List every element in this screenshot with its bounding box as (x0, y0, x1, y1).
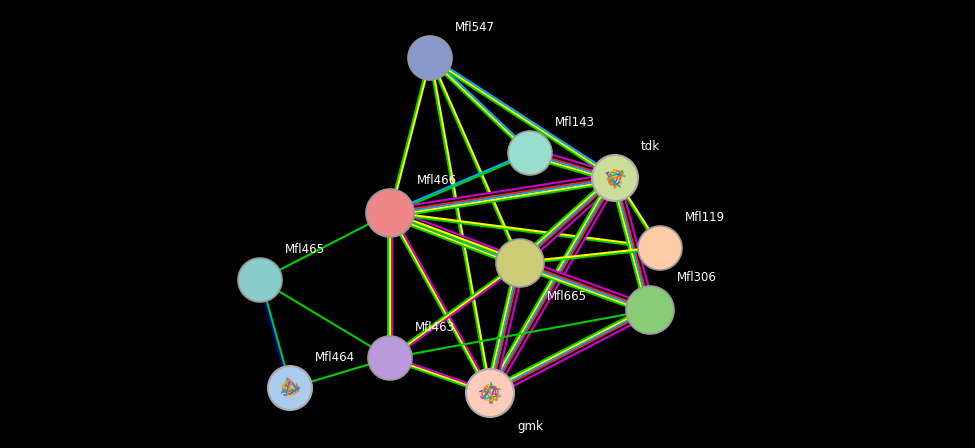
Circle shape (638, 226, 682, 270)
Text: Mfl665: Mfl665 (547, 290, 587, 303)
Text: Mfl464: Mfl464 (315, 351, 355, 364)
Circle shape (366, 189, 414, 237)
Circle shape (408, 36, 452, 80)
Circle shape (626, 286, 674, 334)
Circle shape (238, 258, 282, 302)
Circle shape (368, 336, 412, 380)
Circle shape (592, 155, 638, 201)
Text: gmk: gmk (517, 420, 543, 433)
Circle shape (508, 131, 552, 175)
Circle shape (268, 366, 312, 410)
Circle shape (496, 239, 544, 287)
Text: Mfl143: Mfl143 (555, 116, 595, 129)
Text: Mfl466: Mfl466 (417, 174, 457, 187)
Text: Mfl119: Mfl119 (685, 211, 725, 224)
Text: Mfl306: Mfl306 (677, 271, 717, 284)
Text: Mfl463: Mfl463 (415, 321, 455, 334)
Text: Mfl465: Mfl465 (285, 243, 325, 256)
Circle shape (466, 369, 514, 417)
Text: Mfl547: Mfl547 (455, 21, 495, 34)
Text: tdk: tdk (641, 140, 660, 153)
